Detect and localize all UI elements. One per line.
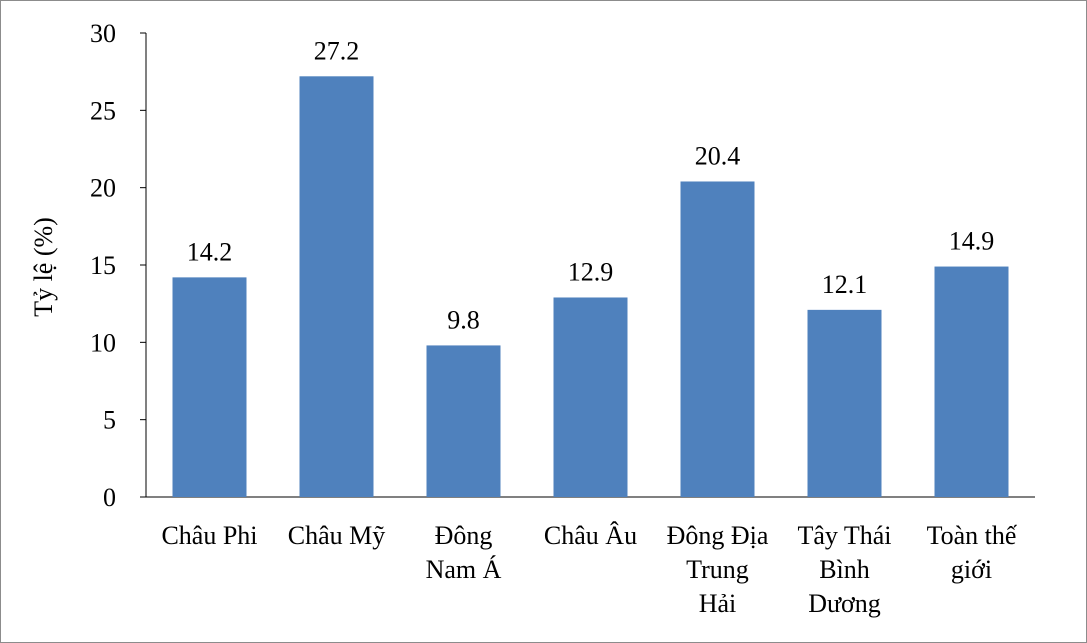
bar bbox=[426, 345, 501, 497]
bar-data-label: 20.4 bbox=[695, 141, 741, 170]
x-category-label: Đông Địa bbox=[667, 521, 769, 550]
bar bbox=[807, 309, 882, 497]
bar-data-label: 12.9 bbox=[568, 257, 614, 286]
x-category-label: giới bbox=[951, 555, 992, 584]
bar bbox=[553, 297, 628, 497]
x-category-label: Châu Phi bbox=[161, 521, 257, 550]
bar bbox=[934, 266, 1009, 497]
bar-data-label: 9.8 bbox=[447, 305, 480, 334]
bar-data-label: 14.9 bbox=[949, 227, 995, 256]
x-category-label: Trung bbox=[686, 555, 749, 584]
x-category-label: Hải bbox=[699, 589, 737, 618]
x-category-label: Toàn thế bbox=[927, 521, 1018, 550]
y-tick-label: 15 bbox=[90, 251, 116, 280]
y-tick-label: 30 bbox=[90, 19, 116, 48]
x-category-label: Bình bbox=[819, 555, 870, 584]
x-category-label: Nam Á bbox=[426, 555, 502, 584]
y-tick-label: 0 bbox=[103, 483, 116, 512]
bar bbox=[680, 181, 755, 498]
x-category-label: Tây Thái bbox=[797, 521, 891, 550]
bar-data-label: 14.2 bbox=[187, 237, 233, 266]
bar-data-label: 12.1 bbox=[822, 270, 868, 299]
y-tick-label: 5 bbox=[103, 406, 116, 435]
y-tick-label: 25 bbox=[90, 96, 116, 125]
y-axis-title: Tỷ lệ (%) bbox=[29, 217, 58, 317]
x-category-label: Đông bbox=[435, 521, 493, 550]
bar-data-label: 27.2 bbox=[314, 36, 360, 65]
y-tick-label: 10 bbox=[90, 328, 116, 357]
x-category-label: Châu Âu bbox=[544, 521, 637, 550]
bar bbox=[172, 277, 247, 497]
bar bbox=[299, 76, 374, 497]
y-tick-label: 20 bbox=[90, 174, 116, 203]
x-category-label: Châu Mỹ bbox=[288, 521, 386, 550]
x-category-label: Dương bbox=[808, 589, 881, 618]
